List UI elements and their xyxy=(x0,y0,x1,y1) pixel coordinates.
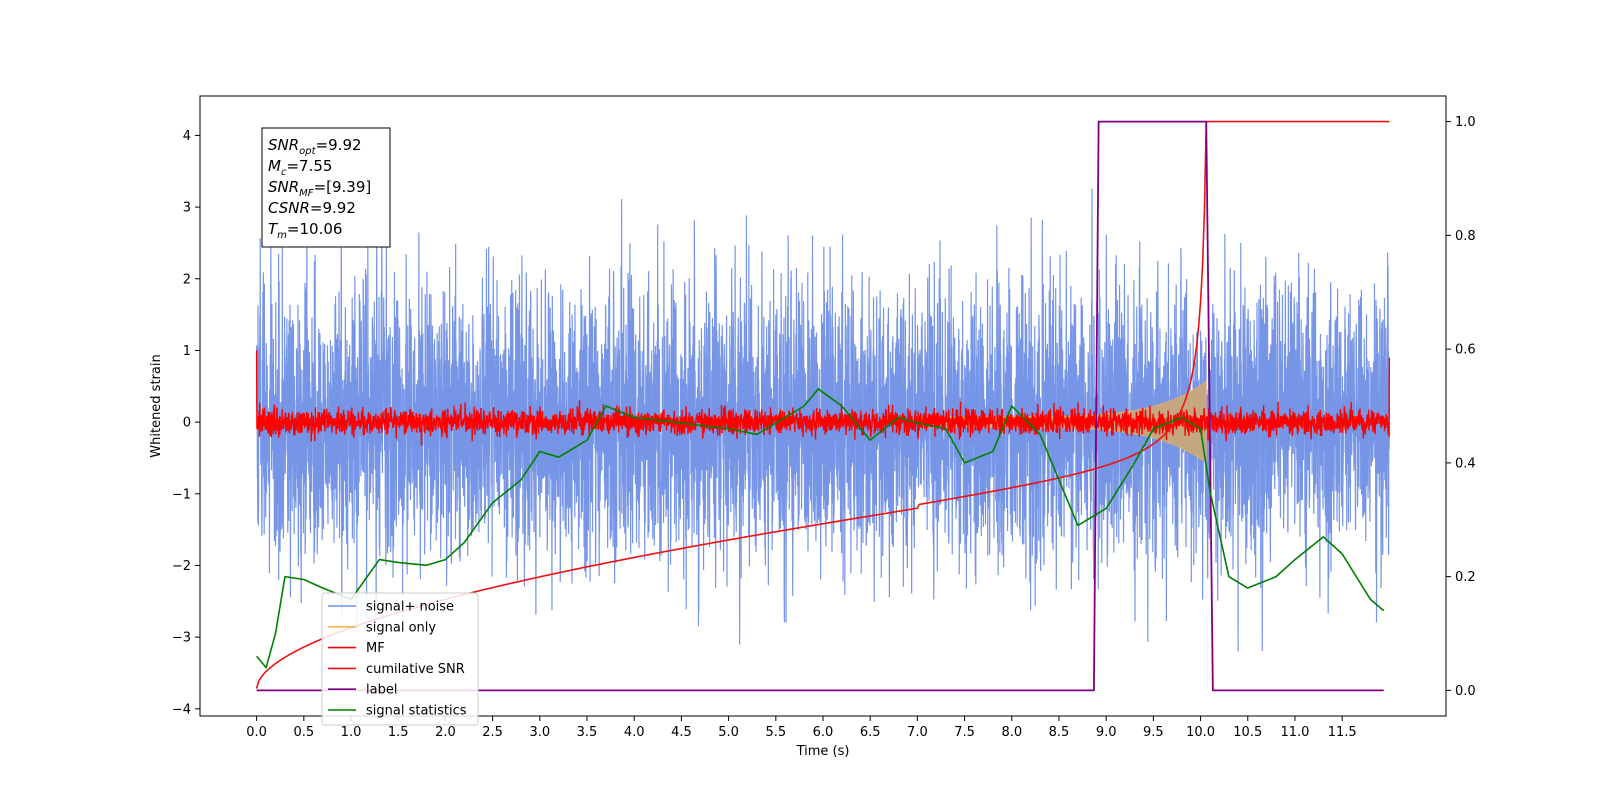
y-right-tick-label: 0.0 xyxy=(1455,684,1476,699)
y-axis-left: 4 3 2 1 0 −1 −2 −3 −4 xyxy=(172,129,200,717)
series-signal-statistics xyxy=(256,388,1385,669)
info-box-frame xyxy=(261,127,391,248)
series-label xyxy=(256,120,1384,692)
y-right-tick-label: 0.6 xyxy=(1455,343,1476,358)
y-left-tick-label: −2 xyxy=(172,559,191,574)
x-tick-label: 10.5 xyxy=(1233,725,1262,740)
x-tick-label: 8.5 xyxy=(1049,725,1070,740)
x-tick-label: 7.0 xyxy=(907,725,928,740)
y-left-tick-label: 1 xyxy=(183,344,191,359)
x-tick-label: 9.5 xyxy=(1143,725,1164,740)
series-mf xyxy=(255,350,1391,446)
x-tick-label: 7.5 xyxy=(954,725,975,740)
series-signal-noise xyxy=(256,186,1390,652)
y-axis-right: 1.0 0.8 0.6 0.4 0.2 0.0 xyxy=(1446,115,1476,699)
y-right-tick-label: 1.0 xyxy=(1455,115,1476,130)
x-tick-label: 6.5 xyxy=(860,725,881,740)
legend-entry: signal only xyxy=(366,620,436,635)
x-tick-label: 1.5 xyxy=(388,725,409,740)
x-tick-label: 11.5 xyxy=(1328,725,1357,740)
x-tick-label: 10.0 xyxy=(1186,725,1215,740)
info-line: CSNR=9.92 xyxy=(268,199,356,217)
y-left-tick-label: 4 xyxy=(183,129,191,144)
info-line: Mc=7.55 xyxy=(268,157,332,178)
y-left-tick-label: −3 xyxy=(172,631,191,646)
y-left-tick-label: −4 xyxy=(172,702,191,717)
x-axis-label: Time (s) xyxy=(796,744,850,759)
x-tick-label: 8.0 xyxy=(1001,725,1022,740)
x-tick-label: 4.5 xyxy=(671,725,692,740)
y-left-tick-label: 0 xyxy=(183,416,191,431)
x-tick-label: 1.0 xyxy=(341,725,362,740)
legend-entry: MF xyxy=(366,641,385,656)
y-left-tick-label: 2 xyxy=(183,272,191,287)
x-axis: 0.0 0.5 1.0 1.5 2.0 2.5 3.0 3.5 4.0 4.5 5.0 5.5 6.0 6… xyxy=(246,716,1357,740)
legend-entry: cumilative SNR xyxy=(366,662,465,677)
y-right-tick-label: 0.8 xyxy=(1455,229,1476,244)
x-tick-label: 5.0 xyxy=(718,725,739,740)
x-tick-label: 4.0 xyxy=(624,725,645,740)
x-tick-label: 11.0 xyxy=(1280,725,1309,740)
y-axis-label: Whitened strain xyxy=(149,354,164,457)
x-tick-label: 3.0 xyxy=(529,725,550,740)
x-tick-label: 0.0 xyxy=(246,725,267,740)
x-tick-label: 3.5 xyxy=(577,725,598,740)
legend-entry: signal+ noise xyxy=(366,600,454,615)
legend-frame xyxy=(321,592,479,726)
y-left-tick-label: 3 xyxy=(183,201,191,216)
info-line: Tm=10.06 xyxy=(268,220,342,241)
legend: signal+ noise signal only MF cumilative SNR… xyxy=(321,592,479,726)
x-tick-label: 2.5 xyxy=(482,725,503,740)
y-right-tick-label: 0.4 xyxy=(1455,456,1476,471)
info-line: SNRMF=[9.39] xyxy=(268,178,371,199)
x-tick-label: 5.5 xyxy=(765,725,786,740)
info-line: SNRopt=9.92 xyxy=(268,136,362,157)
y-left-tick-label: −1 xyxy=(172,487,191,502)
legend-entry: label xyxy=(366,683,397,698)
y-right-tick-label: 0.2 xyxy=(1455,570,1476,585)
x-tick-label: 9.0 xyxy=(1096,725,1117,740)
x-tick-label: 6.0 xyxy=(813,725,834,740)
legend-entry: signal statistics xyxy=(366,704,467,719)
x-tick-label: 0.5 xyxy=(293,725,314,740)
x-tick-label: 2.0 xyxy=(435,725,456,740)
